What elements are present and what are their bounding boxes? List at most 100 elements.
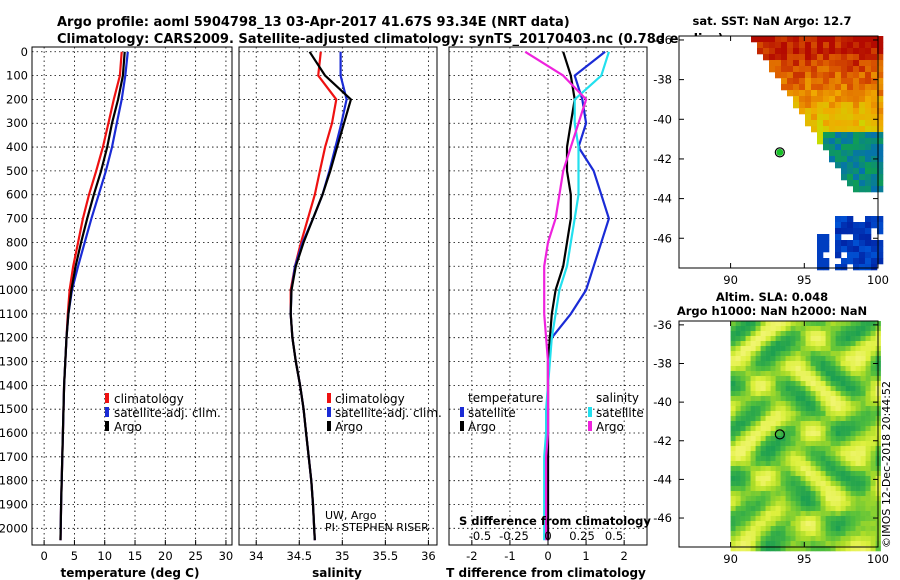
sla-data-cell (785, 476, 791, 482)
sla-data-cell (835, 446, 841, 452)
sla-data-cell (780, 346, 786, 352)
sst-data-cell (787, 90, 794, 97)
sla-data-cell (740, 496, 746, 502)
sla-data-cell (820, 521, 826, 527)
sla-data-cell (840, 511, 846, 517)
sla-data-cell (760, 541, 766, 547)
sla-data-cell (805, 456, 811, 462)
sla-data-cell (775, 466, 781, 472)
sst-data-cell (829, 78, 836, 85)
sla-data-cell (765, 416, 771, 422)
sla-data-cell (735, 441, 741, 447)
sla-data-cell (830, 536, 836, 542)
sla-data-cell (765, 391, 771, 397)
sla-data-cell (790, 521, 796, 527)
sst-data-cell (823, 42, 830, 49)
sst-data-cell (811, 72, 818, 79)
sla-data-cell (850, 371, 856, 377)
sla-data-cell (795, 506, 801, 512)
sst-data-cell (841, 108, 848, 115)
sla-data-cell (730, 321, 736, 327)
sla-data-cell (835, 516, 841, 522)
sla-data-cell (780, 401, 786, 407)
sla-data-cell (730, 536, 736, 542)
sla-data-cell (790, 506, 796, 512)
sst-data-cell (847, 126, 854, 133)
sla-data-cell (815, 356, 821, 362)
sla-data-cell (780, 381, 786, 387)
sla-data-cell (790, 411, 796, 417)
sla-data-cell (850, 531, 856, 537)
sla-data-cell (845, 416, 851, 422)
sst-data-cell (853, 150, 860, 157)
sla-data-cell (740, 321, 746, 327)
sst-data-cell (853, 72, 860, 79)
sst-data-cell (829, 48, 836, 55)
sla-data-cell (765, 406, 771, 412)
sst-data-cell (787, 78, 794, 85)
sla-data-cell (770, 466, 776, 472)
sla-data-cell (780, 471, 786, 477)
sla-data-cell (785, 426, 791, 432)
sla-data-cell (825, 396, 831, 402)
sst-data-cell (823, 54, 830, 61)
sla-data-cell (760, 501, 766, 507)
sla-data-cell (740, 436, 746, 442)
sla-data-cell (840, 436, 846, 442)
sla-data-cell (790, 431, 796, 437)
sla-data-cell (820, 366, 826, 372)
sla-data-cell (865, 386, 871, 392)
sla-data-cell (740, 336, 746, 342)
sla-data-cell (735, 466, 741, 472)
sla-data-cell (860, 476, 866, 482)
sst-data-cell (835, 264, 842, 271)
sla-data-cell (825, 541, 831, 547)
sst-data-cell (853, 120, 860, 127)
sla-data-cell (780, 431, 786, 437)
sla-data-cell (800, 486, 806, 492)
sla-data-cell (730, 546, 736, 552)
sla-data-cell (780, 521, 786, 527)
sst-data-cell (871, 222, 878, 229)
sst-data-cell (847, 78, 854, 85)
sla-data-cell (870, 541, 876, 547)
sla-data-cell (860, 411, 866, 417)
sst-data-cell (763, 54, 770, 61)
sla-data-cell (820, 481, 826, 487)
sst-data-cell (865, 234, 872, 241)
sst-data-cell (865, 174, 872, 181)
sla-data-cell (790, 446, 796, 452)
sla-data-cell (735, 506, 741, 512)
sla-data-cell (760, 471, 766, 477)
sla-data-cell (780, 446, 786, 452)
sla-data-cell (775, 351, 781, 357)
sla-data-cell (865, 411, 871, 417)
sla-data-cell (765, 371, 771, 377)
sst-data-cell (805, 48, 812, 55)
sst-data-cell (817, 42, 824, 49)
sla-data-cell (835, 511, 841, 517)
sst-data-cell (835, 162, 842, 169)
sla-data-cell (870, 366, 876, 372)
sst-data-cell (823, 126, 830, 133)
sla-data-cell (780, 406, 786, 412)
sla-data-cell (810, 386, 816, 392)
sla-data-cell (790, 541, 796, 547)
sla-data-cell (865, 446, 871, 452)
sst-data-cell (841, 90, 848, 97)
sla-data-cell (765, 466, 771, 472)
sst-data-cell (787, 84, 794, 91)
sla-data-cell (830, 426, 836, 432)
sla-data-cell (780, 491, 786, 497)
sla-data-cell (805, 496, 811, 502)
sst-data-cell (853, 174, 860, 181)
sla-data-cell (795, 406, 801, 412)
sla-data-cell (750, 351, 756, 357)
sla-data-cell (865, 381, 871, 387)
sla-data-cell (805, 326, 811, 332)
sla-data-cell (810, 516, 816, 522)
sla-data-cell (790, 526, 796, 532)
sla-data-cell (775, 371, 781, 377)
sla-data-cell (750, 536, 756, 542)
sla-data-cell (785, 336, 791, 342)
